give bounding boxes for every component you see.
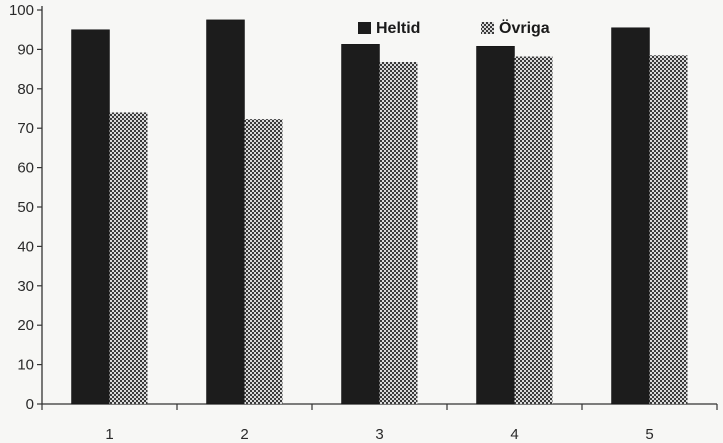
y-tick-label: 60	[17, 160, 34, 177]
y-tick-label: 50	[17, 199, 34, 216]
bar-heltid-1	[71, 29, 110, 405]
legend-swatch	[481, 22, 494, 34]
bar--vriga-3	[379, 62, 418, 405]
y-tick-label: 0	[26, 396, 34, 413]
bar-heltid-5	[611, 27, 650, 405]
legend-label: Heltid	[376, 20, 420, 37]
legend: Heltid Övriga	[358, 18, 550, 37]
bar--vriga-1	[109, 112, 148, 404]
x-tick-label: 2	[240, 426, 248, 443]
y-tick-label: 70	[17, 120, 34, 137]
y-tick-label: 90	[17, 41, 34, 58]
x-axis: 1 2 3 4 5	[41, 403, 718, 443]
bar-heltid-4	[476, 45, 515, 405]
y-tick-label: 40	[17, 238, 34, 255]
x-tick-label: 3	[375, 426, 383, 443]
y-tick-label: 80	[17, 81, 34, 98]
bars	[71, 19, 688, 405]
bar--vriga-4	[514, 56, 553, 404]
y-tick-label: 20	[17, 317, 34, 334]
x-tick-label: 5	[645, 426, 653, 443]
legend-swatch	[358, 22, 371, 34]
y-tick-label: 30	[17, 278, 34, 295]
y-tick-label: 10	[17, 357, 34, 374]
bar--vriga-5	[649, 55, 688, 405]
y-tick-label: 100	[9, 2, 34, 19]
bar--vriga-2	[244, 119, 283, 404]
bar-heltid-3	[341, 44, 380, 405]
x-tick-label: 4	[510, 426, 518, 443]
x-tick-label: 1	[105, 426, 113, 443]
y-axis: 0 10 20 30 40 50 60 70 80 90 100	[9, 2, 43, 413]
bar-heltid-2	[206, 19, 245, 405]
legend-label: Övriga	[499, 18, 550, 37]
